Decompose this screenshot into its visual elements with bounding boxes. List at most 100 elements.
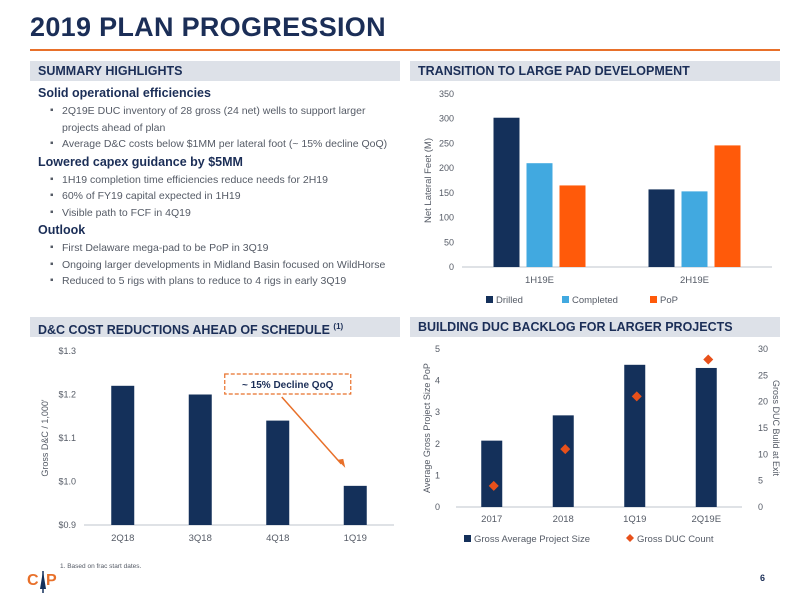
summary-bullet: 1H19 completion time efficiencies reduce… [50,172,398,189]
duc-count-marker [703,354,714,365]
y-axis-label: Net Lateral Feet (M) [423,138,434,223]
summary-bullet-list: 2Q19E DUC inventory of 28 gross (24 net)… [50,103,398,153]
legend-swatch [650,296,657,303]
summary-bullet: 2Q19E DUC inventory of 28 gross (24 net)… [50,103,398,136]
y2-axis-label: Gross DUC Build at Exit [771,380,780,477]
y-tick-label: 2 [435,439,440,449]
y-tick-label: $1.1 [58,433,76,443]
project-size-bar [695,367,717,507]
bar-drilled [493,117,520,268]
y-tick-label: 4 [435,376,440,386]
duc-chart: 0 1 2 3 4 5 0 5 10 15 20 25 30 Average Gross Project … [422,344,780,545]
dc-cost-header-text: D&C COST REDUCTIONS AHEAD OF SCHEDULE [38,323,330,338]
legend-swatch [486,296,493,303]
project-size-bar [624,364,646,507]
y-tick-label: 300 [439,114,454,124]
cost-bar [343,485,367,525]
bar-pop [559,185,586,267]
annotation-arrow [281,396,342,465]
duc-count-marker [488,480,499,491]
dc-cost-chart: $0.9 $1.0 $1.1 $1.2 $1.3 Gross D&C / 1,000' 2Q… [40,346,394,544]
y-tick-label: 350 [439,89,454,99]
legend-label: Drilled [496,295,523,306]
summary-heading: Solid operational efficiencies [38,86,211,100]
x-tick-label: 2018 [553,514,574,525]
y-tick-label: $1.3 [58,346,76,356]
x-tick-label: 2017 [481,514,502,525]
company-logo: C P [27,571,57,593]
y-tick-label: 150 [439,188,454,198]
bar-drilled [648,189,675,267]
x-tick-label: 2Q18 [111,533,134,544]
footnote: 1. Based on frac start dates. [60,563,142,570]
legend-label: Gross DUC Count [637,534,714,545]
annotation-arrowhead [337,458,346,468]
summary-bullet: Reduced to 5 rigs with plans to reduce t… [50,273,398,290]
legend-swatch [626,534,634,542]
project-size-bar [481,440,503,507]
y-tick-label: 100 [439,213,454,223]
x-tick-label: 3Q18 [189,533,212,544]
x-tick-label: 2H19E [680,275,709,286]
summary-bullet: Visible path to FCF in 4Q19 [50,205,398,222]
dc-cost-header: D&C COST REDUCTIONS AHEAD OF SCHEDULE (1… [30,317,400,337]
y-tick-label: 0 [449,262,454,272]
duc-count-marker [560,444,571,455]
y-tick-label: $1.2 [58,390,76,400]
y2-tick-label: 0 [758,502,763,512]
y-tick-label: 1 [435,470,440,480]
project-size-bar [552,415,574,507]
y2-tick-label: 30 [758,344,768,354]
annotation-box [224,373,352,395]
title-divider [30,49,780,51]
summary-heading: Outlook [38,223,86,237]
y2-tick-label: 15 [758,423,768,433]
y-tick-label: $0.9 [58,520,76,530]
y-tick-label: 200 [439,163,454,173]
dc-cost-footnote-ref: (1) [333,322,344,331]
y-tick-label: 50 [444,237,454,247]
y2-tick-label: 25 [758,370,768,380]
summary-bullet: Average D&C costs below $1MM per lateral… [50,136,398,153]
cost-bar [111,385,135,525]
svg-text:C: C [27,572,39,589]
y-tick-label: 0 [435,502,440,512]
page-number: 6 [760,573,766,583]
y-axis-label: Gross D&C / 1,000' [40,399,50,477]
summary-bullet-list: First Delaware mega-pad to be PoP in 3Q1… [50,240,398,290]
x-tick-label: 1H19E [525,275,554,286]
summary-bullet: 60% of FY19 capital expected in 1H19 [50,188,398,205]
svg-text:P: P [46,572,57,589]
legend-swatch [464,535,471,542]
y2-tick-label: 5 [758,476,763,486]
legend-label: Gross Average Project Size [474,534,590,545]
y-tick-label: 3 [435,407,440,417]
summary-header: SUMMARY HIGHLIGHTS [30,61,400,81]
duc-header: BUILDING DUC BACKLOG FOR LARGER PROJECTS [410,317,780,337]
duc-count-marker [631,391,642,402]
bar-completed [681,191,708,267]
bar-completed [526,163,553,267]
summary-heading: Lowered capex guidance by $5MM [38,154,243,169]
summary-highlights: Solid operational efficiencies 2Q19E DUC … [38,84,398,290]
transition-header: TRANSITION TO LARGE PAD DEVELOPMENT [410,61,780,81]
transition-chart: 0 50 100 150 200 250 300 350 Net Lateral Feet (M… [423,89,772,306]
summary-bullet-list: 1H19 completion time efficiencies reduce… [50,172,398,222]
bar-pop [714,145,741,267]
y-tick-label: 5 [435,344,440,354]
x-tick-label: 2Q19E [691,514,721,525]
y2-tick-label: 20 [758,397,768,407]
summary-bullet: First Delaware mega-pad to be PoP in 3Q1… [50,240,398,257]
y-axis-label: Average Gross Project Size PoP [422,363,432,493]
y-tick-label: $1.0 [58,477,76,487]
summary-bullet: Ongoing larger developments in Midland B… [50,257,398,274]
x-tick-label: 1Q19 [623,514,646,525]
y-tick-label: 250 [439,138,454,148]
annotation-text: ~ 15% Decline QoQ [242,380,334,391]
legend-label: Completed [572,295,618,306]
cost-bar [266,420,290,525]
legend-swatch [562,296,569,303]
x-tick-label: 4Q18 [266,533,289,544]
legend-label: PoP [660,295,678,306]
page-title: 2019 PLAN PROGRESSION [30,12,386,42]
